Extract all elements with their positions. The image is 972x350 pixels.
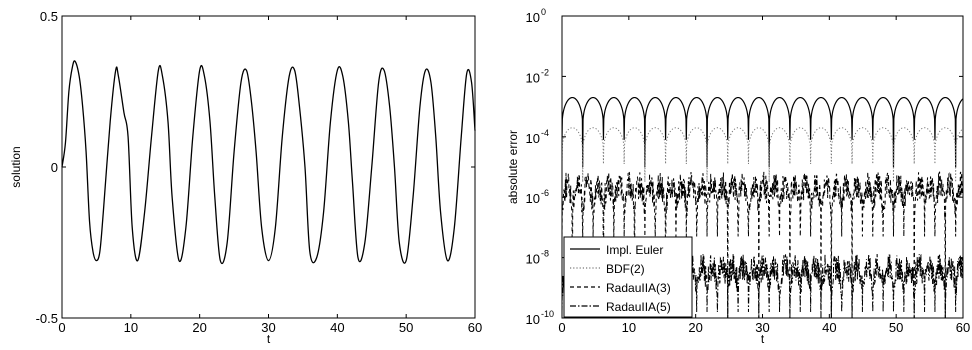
y-tick-exponent: -8: [541, 249, 549, 259]
y-tick-label: -0.5: [36, 311, 58, 326]
x-axis-label: t: [267, 332, 271, 346]
y-tick-exponent: -4: [541, 128, 549, 138]
y-tick-base: 10: [526, 10, 540, 25]
x-tick-label: 50: [399, 320, 413, 335]
x-tick-label: 10: [622, 320, 636, 335]
series-line-3: [562, 171, 963, 318]
legend-label: RadauIIA(3): [606, 281, 671, 295]
y-tick-exponent: -6: [541, 188, 549, 198]
y-tick-exponent: -10: [541, 309, 554, 319]
solution-line: [61, 60, 476, 265]
x-tick-label: 50: [889, 320, 903, 335]
y-tick-exponent: -2: [541, 67, 549, 77]
y-tick-label: 10: [526, 131, 540, 146]
y-tick-label: 10: [526, 312, 540, 327]
y-tick-label: 10: [526, 191, 540, 206]
y-axis-label: absolute error: [506, 130, 520, 204]
y-tick-exponent: 0: [541, 7, 546, 17]
x-tick-label: 0: [58, 320, 65, 335]
x-tick-label: 40: [822, 320, 836, 335]
y-tick-label: 0: [51, 160, 58, 175]
x-tick-label: 60: [956, 320, 970, 335]
y-tick-base: 10: [526, 131, 540, 146]
x-tick-label: 0: [558, 320, 565, 335]
y-tick-base: 10: [526, 312, 540, 327]
y-tick-label: 0.5: [40, 9, 58, 24]
legend-label: BDF(2): [606, 262, 645, 276]
y-tick-label: 10: [526, 70, 540, 85]
y-tick-label: 10: [526, 252, 540, 267]
x-tick-label: 10: [124, 320, 138, 335]
series-line-2: [562, 127, 963, 183]
plot-frame: [61, 15, 476, 319]
series-line-1: [562, 96, 963, 168]
x-tick-label: 60: [468, 320, 482, 335]
y-tick-base: 10: [526, 70, 540, 85]
x-tick-label: 30: [261, 320, 275, 335]
x-tick-label: 20: [688, 320, 702, 335]
y-tick-base: 10: [526, 252, 540, 267]
x-tick-label: 20: [192, 320, 206, 335]
legend: [563, 236, 693, 318]
y-tick-label: 10: [526, 10, 540, 25]
y-axis-label: solution: [9, 146, 23, 187]
x-tick-label: 40: [330, 320, 344, 335]
legend-label: Impl. Euler: [606, 243, 663, 257]
x-tick-label: 30: [755, 320, 769, 335]
legend-label: RadauIIA(5): [606, 300, 671, 314]
x-axis-label: t: [761, 332, 765, 346]
y-tick-base: 10: [526, 191, 540, 206]
